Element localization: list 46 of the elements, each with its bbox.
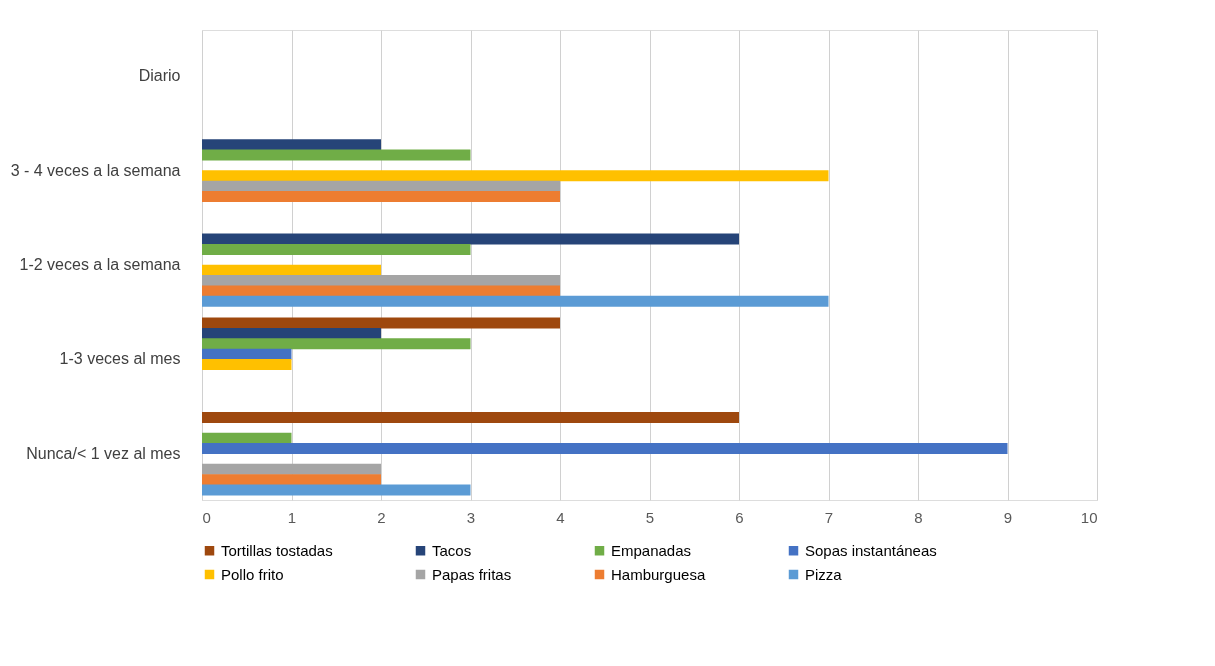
- x-tick-label: 1: [287, 508, 297, 526]
- x-tick-label: 6: [735, 508, 744, 526]
- bar: [202, 233, 739, 245]
- bar: [202, 180, 560, 192]
- x-tick-label: 3: [466, 508, 476, 526]
- legend-label: Hamburguesa: [611, 565, 706, 583]
- bar: [202, 474, 381, 486]
- bar: [202, 359, 292, 371]
- bar: [202, 411, 739, 423]
- x-tick-label: 10: [1080, 508, 1098, 526]
- bar: [202, 243, 471, 255]
- x-tick-label: 9: [1003, 508, 1013, 526]
- bar: [202, 285, 560, 297]
- legend-label: Sopas instantáneas: [805, 541, 937, 559]
- bar: [202, 139, 381, 151]
- bar: [202, 443, 1008, 455]
- x-tick-label: 8: [914, 508, 923, 526]
- bar: [202, 149, 471, 161]
- legend-label: Tacos: [432, 541, 472, 559]
- bar: [202, 170, 829, 182]
- x-tick-label: 2: [377, 508, 386, 526]
- bar: [202, 338, 471, 350]
- bar: [202, 264, 381, 276]
- legend-label: Empanadas: [611, 541, 692, 559]
- x-tick-label: 7: [824, 508, 834, 526]
- legend-label: Pizza: [805, 565, 843, 583]
- bar: [202, 348, 292, 360]
- legend-label: Papas fritas: [432, 565, 512, 583]
- bar: [202, 317, 560, 329]
- y-tick-label: 1-2 veces a la semana: [19, 256, 181, 273]
- legend-label: Tortillas tostadas: [221, 541, 333, 559]
- bar: [202, 463, 381, 475]
- legend-label: Pollo frito: [221, 565, 284, 583]
- x-tick-label: 5: [645, 508, 655, 526]
- bar: [202, 275, 560, 287]
- y-tick-label: Diario: [138, 67, 181, 85]
- y-tick-label: 1-3 veces al mes: [59, 350, 181, 368]
- bar: [202, 484, 471, 496]
- x-tick-label: 4: [556, 508, 565, 526]
- bar: [202, 295, 829, 307]
- bar: [202, 432, 292, 444]
- x-tick-label: 0: [202, 508, 211, 526]
- y-tick-label: 3 - 4 veces a la semana: [10, 161, 181, 179]
- bar: [202, 327, 381, 339]
- bar: [202, 191, 560, 203]
- y-tick-label: Nunca/< 1 vez al mes: [26, 444, 181, 462]
